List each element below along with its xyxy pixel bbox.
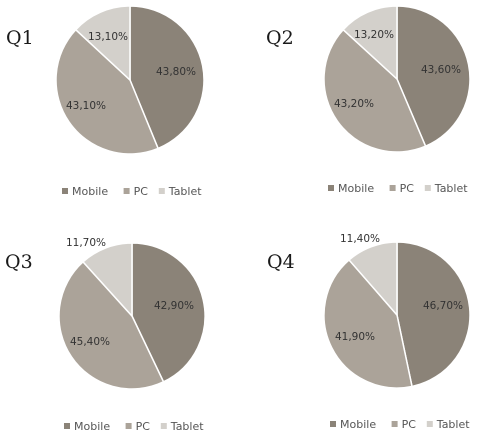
data-label-tablet: 13,10% — [88, 31, 128, 43]
data-label-mobile: 43,60% — [421, 64, 461, 76]
legend-label-mobile: Mobile — [72, 185, 108, 198]
legend-swatch-tablet — [426, 421, 433, 427]
legend-swatch-tablet — [424, 185, 431, 191]
legend-swatch-mobile — [328, 185, 334, 191]
data-label-pc: 45,40% — [70, 336, 110, 348]
chart-title: Q2 — [266, 27, 294, 49]
legend-label-tablet: Tablet — [170, 420, 204, 433]
legend: Mobile PC Tablet — [62, 185, 202, 198]
pie-slice-pc — [323, 28, 427, 153]
legend-label-pc: PC — [136, 420, 151, 433]
pie-chart-q3: Q3 42,90% 45,40% 11,70% Mobile PC Tablet — [5, 237, 206, 433]
pie-chart-q4: Q4 46,70% 41,90% 11,40% Mobile PC Tablet — [267, 233, 471, 431]
pie-chart-q1: Q1 43,80% 43,10% 13,10% Mobile PC Tablet — [6, 5, 205, 198]
chart-title: Q3 — [5, 251, 33, 273]
legend-label-pc: PC — [402, 418, 417, 431]
legend-swatch-tablet — [160, 423, 167, 429]
data-label-pc: 41,90% — [335, 331, 375, 343]
data-label-mobile: 46,70% — [423, 300, 463, 312]
pie-slice-mobile — [129, 5, 205, 150]
legend-swatch-pc — [123, 188, 130, 194]
data-label-tablet: 11,40% — [340, 233, 380, 245]
data-label-mobile: 43,80% — [156, 66, 196, 78]
data-label-tablet: 13,20% — [354, 29, 394, 41]
pie-slice-tablet — [342, 5, 398, 81]
legend-label-tablet: Tablet — [168, 185, 202, 198]
pie-slice-pc — [55, 28, 160, 155]
pie-slice-tablet — [81, 242, 133, 318]
legend-label-tablet: Tablet — [434, 182, 468, 195]
legend-label-pc: PC — [400, 182, 415, 195]
pie-slice-mobile — [396, 241, 471, 388]
legend-label-mobile: Mobile — [74, 420, 110, 433]
legend-swatch-mobile — [62, 188, 68, 194]
legend-swatch-mobile — [330, 421, 336, 427]
legend: Mobile PC Tablet — [64, 420, 204, 433]
legend-label-tablet: Tablet — [436, 418, 470, 431]
chart-title: Q1 — [6, 27, 34, 49]
data-label-tablet: 11,70% — [66, 237, 106, 249]
pie-slice-mobile — [396, 5, 471, 148]
pie-slice-mobile — [131, 242, 206, 383]
pie-slice-pc — [58, 260, 165, 390]
legend-swatch-pc — [389, 185, 396, 191]
pie-slice-tablet — [74, 5, 131, 82]
data-label-pc: 43,20% — [334, 98, 374, 110]
legend-label-mobile: Mobile — [340, 418, 376, 431]
legend: Mobile PC Tablet — [330, 418, 470, 431]
data-label-mobile: 42,90% — [154, 300, 194, 312]
pie-slice-pc — [323, 258, 413, 389]
legend-swatch-pc — [391, 421, 398, 427]
data-label-pc: 43,10% — [66, 100, 106, 112]
legend: Mobile PC Tablet — [328, 182, 468, 195]
legend-swatch-pc — [125, 423, 132, 429]
legend-label-pc: PC — [134, 185, 149, 198]
legend-swatch-mobile — [64, 423, 70, 429]
pie-chart-q2: Q2 43,60% 43,20% 13,20% Mobile PC Tablet — [266, 5, 471, 195]
pie-slice-tablet — [348, 241, 398, 318]
legend-swatch-tablet — [158, 188, 165, 194]
legend-label-mobile: Mobile — [338, 182, 374, 195]
chart-title: Q4 — [267, 251, 295, 273]
